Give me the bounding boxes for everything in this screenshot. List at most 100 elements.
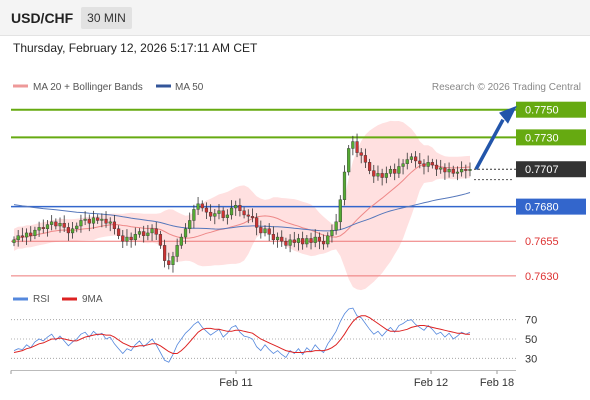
rsi-tick-30: 30 (525, 353, 537, 365)
candle-body (250, 216, 255, 218)
header-bar: USD/CHF 30 MIN (0, 0, 590, 36)
candle-body (393, 169, 397, 174)
candle-body (447, 169, 451, 173)
candle-body (217, 210, 221, 214)
candle-body (296, 238, 301, 243)
ma50-line (13, 192, 471, 232)
candle-body (213, 213, 217, 217)
candle-body (330, 229, 334, 236)
candle-body (112, 221, 117, 229)
candle-body (225, 214, 229, 218)
x-tick-label-1: Feb 12 (414, 377, 448, 389)
candle-body (259, 227, 263, 234)
candle-body (66, 227, 70, 234)
candle-body (309, 238, 313, 243)
candle-body (33, 229, 37, 236)
candle-body (83, 218, 87, 221)
candle-body (54, 221, 58, 227)
candle-body (129, 236, 133, 241)
candle-body (363, 155, 368, 163)
candle-body (133, 234, 137, 241)
forecast-arrow-head (499, 105, 517, 124)
candle-body (414, 156, 418, 162)
candle-body (238, 205, 242, 211)
candle-body (388, 169, 393, 174)
candle-body (62, 223, 66, 228)
bollinger-band (14, 120, 470, 291)
candle-body (100, 218, 104, 221)
rsi-tick-70: 70 (525, 315, 537, 327)
candle-body (434, 164, 439, 170)
rsi-ma-line (13, 315, 470, 354)
candle-body (29, 232, 33, 236)
candle-body (384, 173, 388, 178)
ma50-legend-label: MA 50 (175, 82, 204, 93)
candle-body (142, 231, 146, 236)
x-tick-label-2: Feb 18 (480, 377, 514, 389)
candle-body (50, 221, 54, 225)
candle-body (321, 241, 326, 245)
candle-body (359, 152, 363, 156)
candle-body (41, 227, 45, 229)
candle-body (104, 218, 108, 224)
candle-body (137, 231, 142, 235)
candle-body (116, 228, 121, 236)
timeframe-button[interactable]: 30 MIN (81, 7, 132, 29)
level-label-0.7750: 0.7750 (525, 105, 559, 117)
rsi-legend-label: RSI (33, 294, 50, 305)
candle-body (20, 235, 24, 238)
candle-body (326, 235, 330, 245)
candle-body (271, 234, 275, 241)
level-badge-0.7680 (516, 198, 586, 215)
candle-body (468, 169, 472, 171)
candle-body (12, 239, 16, 243)
candle-body (351, 141, 355, 149)
candle-body (342, 171, 347, 200)
candle-body (158, 234, 163, 246)
candle-body (16, 235, 20, 241)
candle-body (426, 162, 430, 167)
ma20-line (13, 163, 471, 241)
rsi-tick-50: 50 (525, 334, 537, 346)
candle-body (267, 228, 271, 235)
candle-body (397, 166, 401, 174)
candle-body (301, 238, 305, 245)
candle-body (183, 228, 188, 238)
candle-body (338, 199, 342, 223)
candle-body (163, 245, 167, 261)
candle-body (121, 235, 125, 242)
candle-body (175, 245, 179, 257)
candle-body (263, 228, 267, 234)
level-badge-0.7707 (516, 161, 586, 178)
rsi-ma-legend-label: 9MA (82, 294, 103, 305)
candle-body (284, 241, 288, 246)
candle-body (188, 220, 192, 229)
candle-body (372, 170, 376, 177)
candle-body (367, 162, 372, 171)
candle-body (167, 260, 171, 265)
candle-body (422, 163, 426, 167)
forecast-arrow-shaft (474, 118, 505, 171)
candle-body (192, 209, 196, 221)
candle-body (91, 217, 96, 224)
candle-body (347, 148, 351, 173)
candle-body (288, 239, 292, 246)
level-label-0.7630: 0.7630 (525, 271, 559, 283)
level-label-0.7655: 0.7655 (525, 236, 559, 248)
symbol-title: USD/CHF (11, 10, 74, 26)
candle-body (405, 159, 409, 164)
candle-body (45, 224, 50, 229)
candle-body (430, 162, 434, 166)
candle-body (70, 228, 75, 234)
candle-body (179, 236, 183, 246)
candle-body (334, 221, 338, 231)
candle-body (280, 236, 284, 242)
rsi-ma-legend-swatch (62, 297, 77, 301)
candle-body (376, 173, 380, 177)
candle-body (96, 217, 100, 221)
candle-body (451, 169, 455, 174)
ma20-legend-swatch (13, 84, 28, 88)
candle-body (255, 217, 259, 228)
candle-body (401, 163, 405, 167)
